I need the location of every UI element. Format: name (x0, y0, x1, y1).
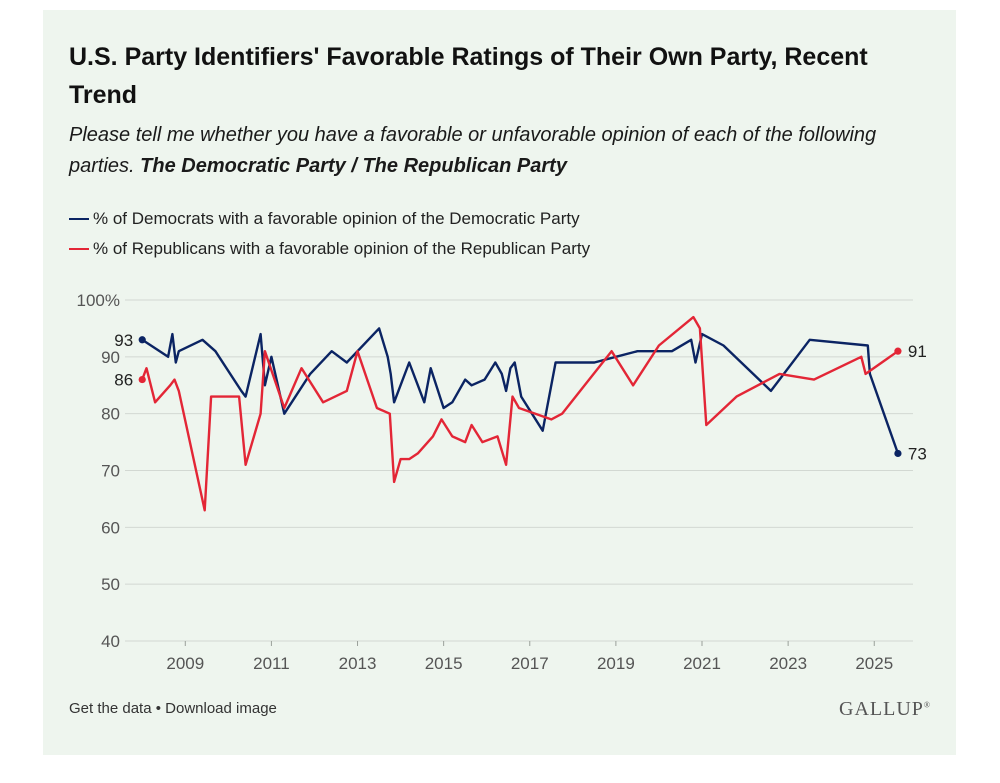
endpoint-label-republicans: 86 (114, 371, 133, 390)
endpoint-dot-democrats (138, 336, 146, 344)
series-line-republicans (140, 315, 900, 512)
line-chart: 40 50 60 70 80 90 100% 2009 2011 2013 2015 2017 201… (77, 291, 927, 673)
x-axis-tick-labels: 2009 2011 2013 2015 2017 2019 2021 2023 2025 (166, 641, 893, 673)
y-tick-label: 40 (101, 632, 120, 651)
y-tick-label: 70 (101, 462, 120, 481)
gallup-logo: GALLUP® (839, 698, 930, 721)
y-tick-label: 80 (101, 405, 120, 424)
data-annotations: 93 86 91 73 (114, 331, 927, 464)
endpoint-dot-republicans (138, 375, 146, 384)
legend-swatch-republicans (69, 247, 89, 250)
endpoint-dot-republicans (894, 347, 902, 355)
legend-swatch-democrats (69, 217, 89, 220)
x-tick-label: 2015 (425, 654, 463, 673)
x-tick-label: 2011 (253, 654, 290, 673)
get-data-link[interactable]: Get the data (69, 700, 152, 717)
y-axis-tick-labels: 40 50 60 70 80 90 100% (77, 291, 120, 651)
registered-mark: ® (923, 700, 930, 710)
series-lines (140, 315, 900, 512)
x-tick-label: 2017 (511, 654, 549, 673)
y-tick-label: 50 (101, 575, 120, 594)
endpoint-label-democrats: 93 (114, 331, 133, 350)
x-tick-label: 2013 (339, 654, 377, 673)
chart-title: U.S. Party Identifiers' Favorable Rating… (69, 43, 868, 109)
x-tick-label: 2009 (166, 654, 204, 673)
legend-label-democrats: % of Democrats with a favorable opinion … (93, 209, 580, 228)
x-tick-label: 2025 (855, 654, 893, 673)
gallup-logo-text: GALLUP (839, 698, 924, 720)
legend-item-democrats: % of Democrats with a favorable opinion … (69, 208, 580, 230)
endpoint-dot-democrats (894, 449, 902, 458)
download-image-link[interactable]: Download image (165, 700, 277, 717)
gridlines (125, 299, 913, 642)
y-tick-label: 60 (101, 518, 120, 537)
legend-item-republicans: % of Republicans with a favorable opinio… (69, 238, 590, 260)
legend-label-republicans: % of Republicans with a favorable opinio… (93, 239, 591, 258)
chart-card: U.S. Party Identifiers' Favorable Rating… (43, 10, 956, 755)
x-tick-label: 2023 (769, 654, 807, 673)
endpoint-label-democrats: 73 (908, 444, 927, 463)
x-tick-label: 2021 (683, 654, 721, 673)
chart-subtitle: Please tell me whether you have a favora… (69, 120, 939, 182)
subtitle-question: Please tell me whether you have a favora… (69, 124, 877, 177)
x-tick-label: 2019 (597, 654, 635, 673)
footer-links: Get the data • Download image (69, 700, 277, 717)
y-tick-label: 90 (101, 348, 120, 367)
subtitle-parties: The Democratic Party / The Republican Pa… (140, 155, 567, 177)
footer-separator: • (151, 700, 166, 717)
series-line-democrats (140, 327, 900, 455)
y-tick-label: 100% (77, 291, 120, 310)
endpoint-label-republicans: 91 (908, 342, 927, 361)
